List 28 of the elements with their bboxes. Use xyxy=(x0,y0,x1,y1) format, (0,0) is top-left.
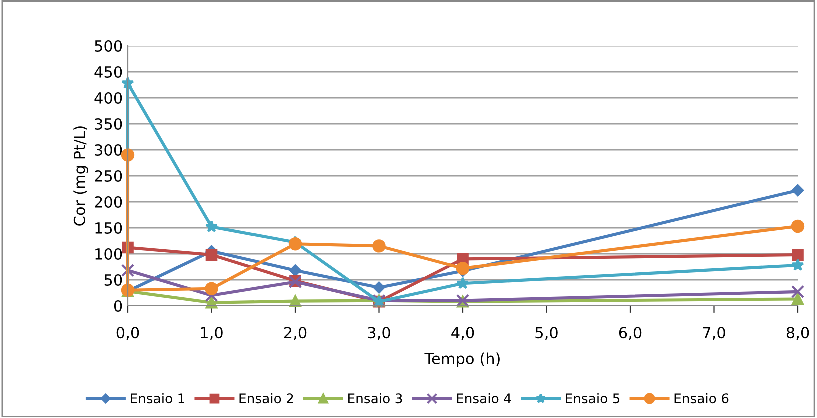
legend-label: Ensaio 2 xyxy=(240,393,294,404)
legend-label: Ensaio 3 xyxy=(348,393,402,404)
y-tick-label: 350 xyxy=(95,118,122,130)
y-tick-label: 150 xyxy=(96,222,122,234)
y-tick-label: 250 xyxy=(95,170,122,182)
x-tick-label: 2,0 xyxy=(284,327,307,340)
y-tick-label: 100 xyxy=(96,248,122,260)
legend-label: Ensaio 5 xyxy=(566,393,620,404)
y-tick-label: 0 xyxy=(114,300,122,312)
x-tick-label: 7,0 xyxy=(703,327,726,340)
x-tick-label: 8,0 xyxy=(786,327,810,340)
x-axis-title: Tempo (h) xyxy=(424,352,500,368)
x-tick-label: 4,0 xyxy=(452,327,474,340)
y-tick-label: 50 xyxy=(104,274,122,286)
y-tick-label: 450 xyxy=(94,66,122,78)
y-tick-label: 500 xyxy=(95,40,122,52)
y-tick-label: 300 xyxy=(95,144,122,156)
legend-label: Ensaio 6 xyxy=(674,393,729,404)
legend-label: Ensaio 4 xyxy=(457,393,512,404)
x-tick-label: 5,0 xyxy=(536,327,558,340)
y-tick-label: 200 xyxy=(95,196,122,208)
y-tick-label: 400 xyxy=(94,92,122,104)
x-tick-label: 0,0 xyxy=(116,327,140,340)
x-tick-label: 3,0 xyxy=(368,327,390,340)
x-tick-label: 6,0 xyxy=(619,327,642,340)
legend-label: Ensaio 1 xyxy=(131,393,184,404)
x-tick-label: 1,0 xyxy=(201,327,223,340)
y-axis-title: Cor (mg Pt/L) xyxy=(74,126,88,226)
